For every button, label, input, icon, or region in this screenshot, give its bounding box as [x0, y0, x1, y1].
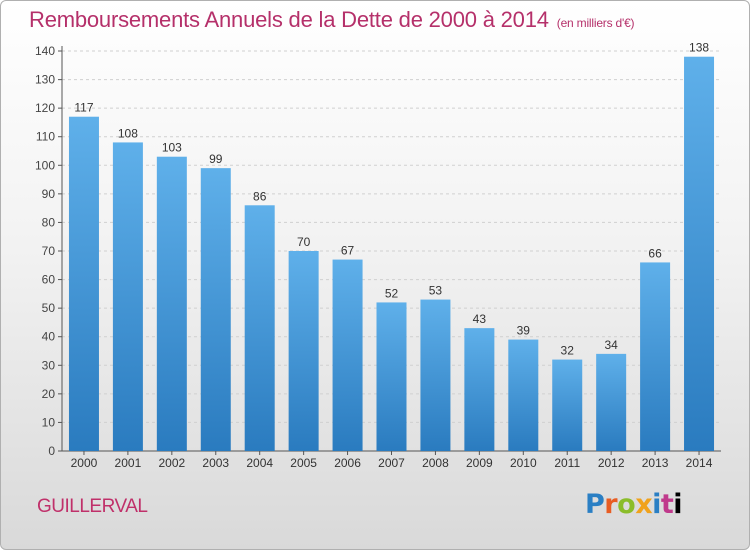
x-tick-label: 2000	[71, 456, 98, 470]
y-tick-label: 140	[35, 44, 55, 58]
y-tick-label: 60	[42, 273, 56, 287]
y-tick-label: 20	[42, 387, 56, 401]
y-tick-label: 10	[42, 415, 56, 429]
y-tick-label: 50	[42, 301, 56, 315]
x-tick-label: 2005	[290, 456, 317, 470]
bar	[376, 302, 407, 451]
y-tick-label: 0	[48, 444, 55, 458]
logo-letter: r	[604, 489, 618, 520]
x-tick-label: 2009	[466, 456, 493, 470]
y-tick-label: 120	[35, 101, 55, 115]
logo-letter: o	[617, 489, 636, 520]
x-tick-label: 2002	[158, 456, 185, 470]
x-tick-label: 2001	[115, 456, 142, 470]
y-tick-label: 40	[42, 330, 56, 344]
bar	[552, 359, 583, 451]
x-tick-label: 2003	[202, 456, 229, 470]
x-tick-label: 2013	[642, 456, 669, 470]
y-tick-label: 70	[42, 244, 56, 258]
bar-value-label: 52	[385, 286, 399, 300]
logo-letter: i	[652, 489, 661, 520]
bar	[112, 142, 143, 451]
bar	[332, 259, 363, 451]
bar	[420, 299, 451, 451]
bar-value-label: 53	[429, 284, 443, 298]
bar	[596, 353, 627, 451]
bar-value-label: 34	[604, 338, 618, 352]
bar-value-label: 108	[118, 126, 138, 140]
y-tick-label: 110	[36, 130, 55, 144]
x-tick-label: 2007	[378, 456, 405, 470]
commune-name: GUILLERVAL	[37, 496, 148, 517]
bar	[508, 339, 539, 451]
bar-value-label: 103	[162, 141, 182, 155]
logo-letter: i	[673, 489, 683, 520]
bar	[156, 156, 187, 451]
bar-value-label: 86	[253, 189, 267, 203]
proxiti-logo: Proxiti	[585, 489, 683, 520]
bar	[684, 56, 715, 451]
y-tick-label: 30	[42, 358, 56, 372]
logo-letter: t	[660, 489, 674, 520]
logo-letter: x	[635, 489, 653, 520]
x-tick-label: 2004	[246, 456, 273, 470]
bar-value-label: 138	[689, 41, 709, 55]
bar	[200, 168, 231, 451]
logo-letter: P	[585, 489, 605, 520]
bar-value-label: 70	[297, 235, 311, 249]
bar-value-label: 66	[648, 246, 662, 260]
bar-value-label: 99	[209, 152, 223, 166]
y-tick-label: 130	[35, 73, 55, 87]
x-tick-label: 2012	[598, 456, 625, 470]
bar	[288, 251, 319, 451]
chart-subtitle: (en milliers d'€)	[556, 16, 635, 30]
bar-value-label: 43	[473, 312, 487, 326]
bar	[464, 328, 495, 451]
x-tick-label: 2011	[554, 456, 580, 470]
x-tick-label: 2006	[334, 456, 361, 470]
y-tick-label: 90	[42, 187, 56, 201]
bar	[640, 262, 671, 451]
bar	[244, 205, 275, 451]
labels: 117 2000 108 2001 103 2002 99 2003 86 2004 70 2005 6…	[71, 41, 713, 470]
x-tick-label: 2014	[686, 456, 713, 470]
bars	[68, 56, 715, 451]
y-tick-label: 80	[42, 215, 56, 229]
chart-title-text: Remboursements Annuels de la Dette de 20…	[29, 7, 549, 32]
bar-value-label: 32	[561, 344, 575, 358]
y-tick-label: 100	[35, 158, 55, 172]
bar	[68, 116, 99, 451]
bar-value-label: 67	[341, 244, 355, 258]
chart-title: Remboursements Annuels de la Dette de 20…	[29, 7, 635, 33]
x-tick-label: 2010	[510, 456, 537, 470]
bar-value-label: 39	[517, 324, 531, 338]
x-tick-label: 2008	[422, 456, 449, 470]
bar-value-label: 117	[74, 101, 93, 115]
